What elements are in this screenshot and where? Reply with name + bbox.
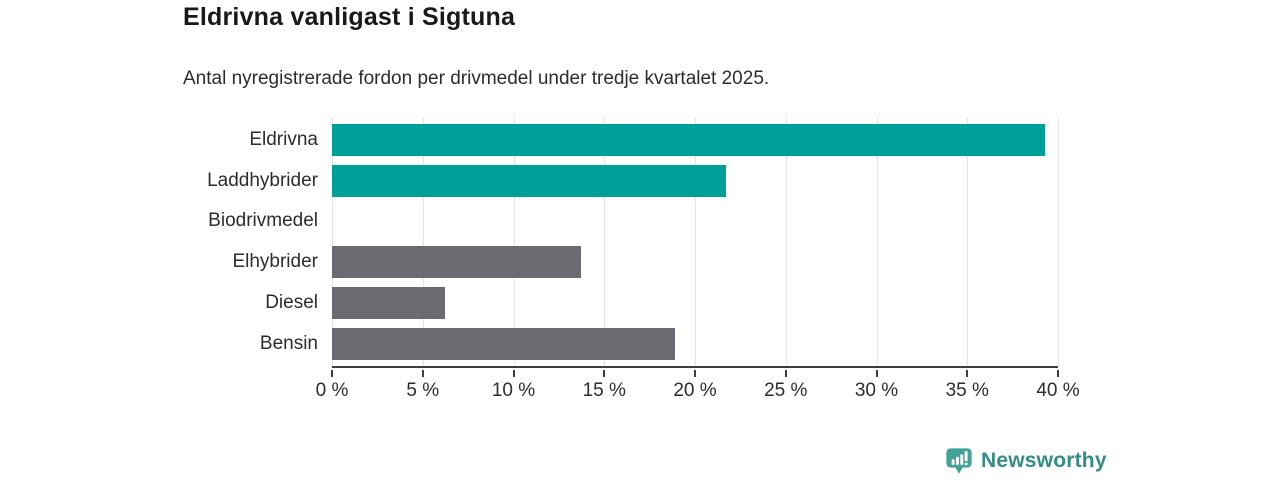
gridline (1058, 118, 1059, 366)
x-axis-tick (784, 370, 787, 377)
gridline (332, 118, 333, 366)
x-axis-tick (694, 370, 696, 377)
bar-elhybrider (332, 246, 581, 279)
x-axis-tick-label: 30 % (854, 380, 899, 401)
gridline (695, 118, 696, 366)
y-axis-label: Bensin (259, 332, 318, 354)
x-axis-tick (421, 370, 424, 377)
bar-chart-pin-icon (946, 448, 972, 474)
gridline (785, 118, 787, 366)
chart-title: Eldrivna vanligast i Sigtuna (183, 3, 516, 31)
x-axis-tick-label: 35 % (945, 380, 989, 401)
x-axis-tick-label: 25 % (764, 380, 808, 401)
x-axis-tick-label: 15 % (582, 380, 626, 401)
x-axis-tick (966, 370, 969, 377)
gridline (513, 118, 515, 366)
bar-bensin (332, 327, 676, 360)
x-axis-tick (512, 370, 515, 377)
bar-laddhybrider (332, 164, 726, 197)
x-axis-tick (603, 370, 606, 377)
y-axis-label: Diesel (265, 291, 318, 313)
x-axis-tick-label: 5 % (406, 380, 440, 401)
y-axis-label: Laddhybrider (207, 169, 318, 191)
gridline (604, 118, 606, 366)
chart-subtitle: Antal nyregistrerade fordon per drivmede… (183, 68, 770, 89)
x-axis-tick (331, 370, 333, 377)
gridline (876, 118, 878, 366)
bar-diesel (332, 286, 445, 319)
x-axis-tick (875, 370, 878, 377)
y-axis-label: Biodrivmedel (208, 210, 318, 232)
gridline (422, 118, 424, 366)
plot-area (332, 118, 1059, 368)
x-axis-tick-label: 40 % (1036, 380, 1080, 401)
x-axis-tick-label: 10 % (491, 380, 536, 401)
x-axis-tick-label: 20 % (673, 380, 717, 401)
x-axis: 0 % 5 % 10 % 15 % 20 % 25 % 30 % 35 % 40 % (316, 370, 1080, 410)
y-axis-labels: Eldrivna Laddhybrider Biodrivmedel Elhybrid… (0, 118, 332, 368)
bar-eldrivna (332, 124, 1046, 156)
y-axis-label: Elhybrider (232, 251, 318, 273)
y-axis-label: Eldrivna (249, 129, 318, 150)
newsworthy-logo: Newsworthy (944, 446, 1107, 476)
x-axis-tick-label: 0 % (315, 380, 349, 401)
newsworthy-brand-text: Newsworthy (981, 449, 1107, 472)
gridline (967, 118, 969, 366)
x-axis-tick (1057, 370, 1059, 377)
